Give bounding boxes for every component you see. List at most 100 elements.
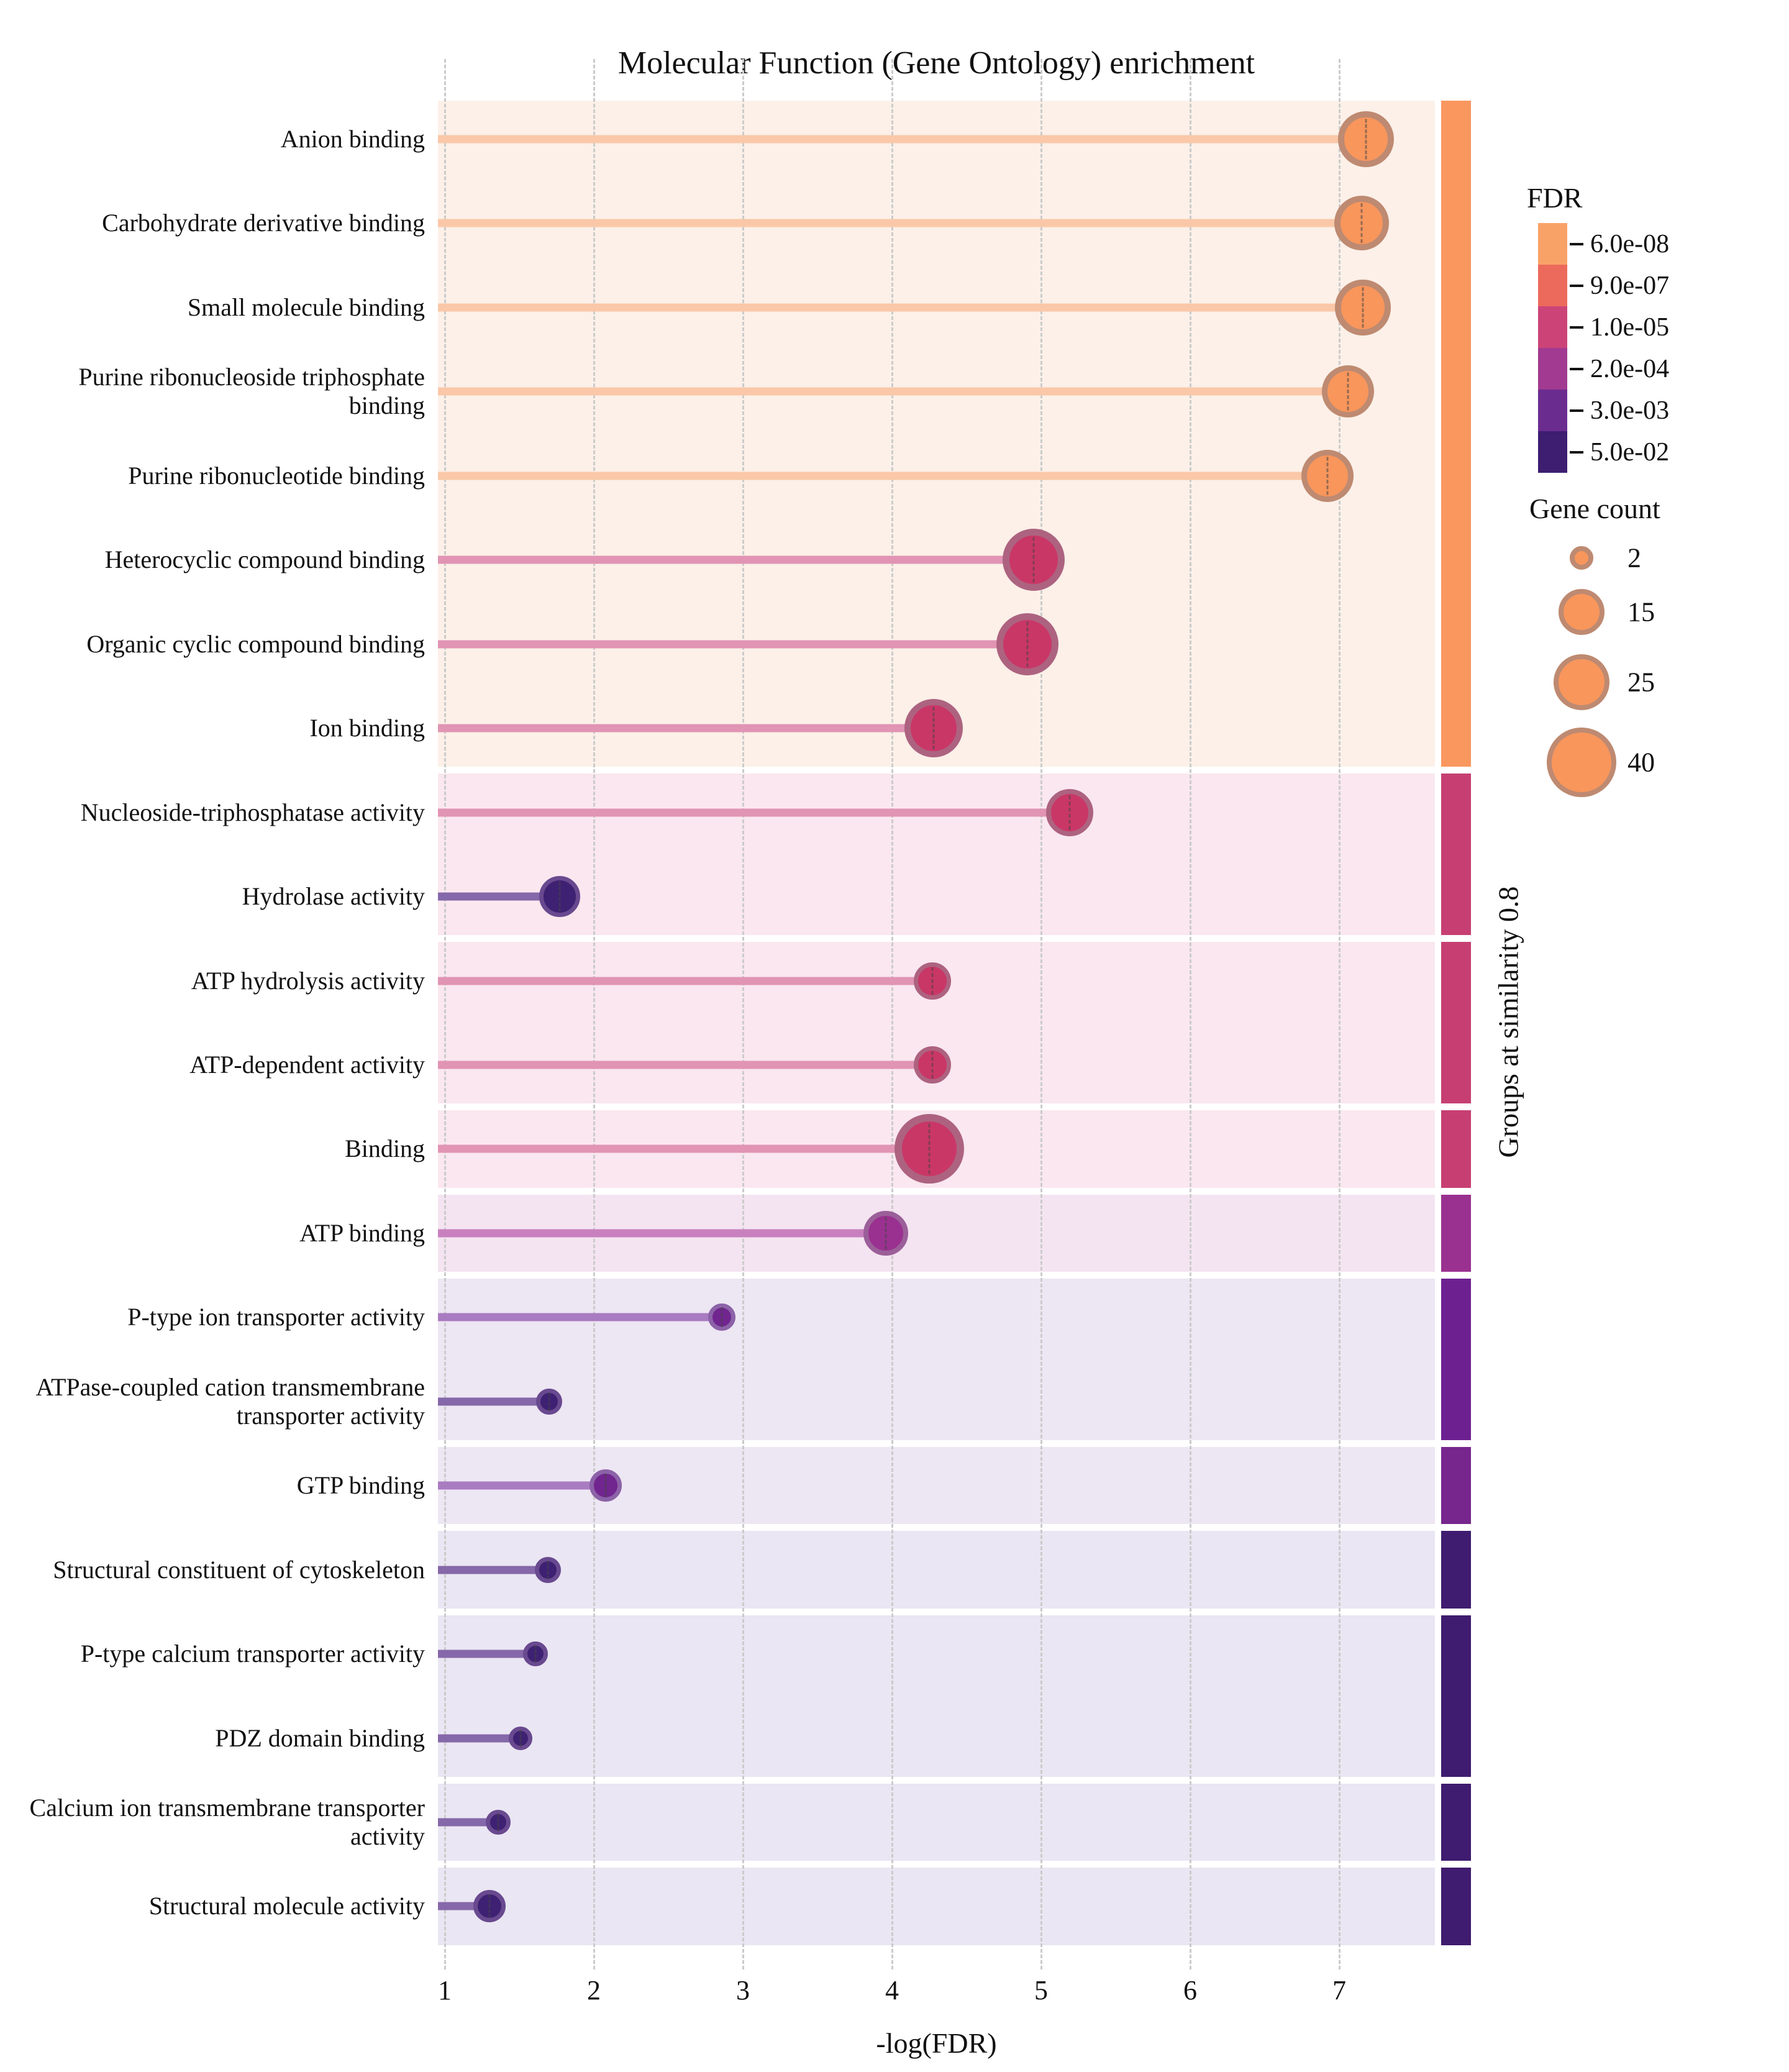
x-tick-label: 4 xyxy=(885,1975,899,2006)
lollipop-stem xyxy=(438,219,1362,227)
group-strip-segment xyxy=(1441,1110,1471,1188)
fdr-legend-swatch xyxy=(1538,306,1567,348)
lollipop-stem xyxy=(438,808,1070,817)
lollipop-stem xyxy=(438,1313,722,1321)
size-legend-circle xyxy=(1559,589,1605,635)
x-gridline xyxy=(444,59,446,1969)
go-term-row-label: ATPase-coupled cation transmembrane tran… xyxy=(35,1372,425,1430)
go-term-row-label: Small molecule binding xyxy=(187,293,425,321)
go-term-row-label: Calcium ion transmembrane transporter ac… xyxy=(29,1794,425,1850)
group-strip-segment xyxy=(1441,942,1471,1104)
x-axis-title: -log(FDR) xyxy=(876,2027,997,2059)
go-term-row-label: Heterocyclic compound binding xyxy=(104,545,425,574)
size-legend-circle xyxy=(1554,654,1609,710)
lollipop-stem xyxy=(438,135,1367,144)
lollipop-dot xyxy=(708,1303,736,1331)
lollipop-stem xyxy=(438,640,1028,649)
x-gridline xyxy=(1190,59,1191,1969)
lollipop-dot xyxy=(1322,365,1375,418)
size-legend-label: 25 xyxy=(1627,667,1655,698)
x-tick-label: 5 xyxy=(1034,1975,1048,2006)
lollipop-dot-centerline xyxy=(928,1123,931,1174)
lollipop-dot-centerline xyxy=(1360,203,1363,244)
lollipop-stem xyxy=(438,892,560,901)
go-term-row-label: P-type calcium transporter activity xyxy=(80,1640,425,1668)
group-strip-segment xyxy=(1441,1279,1471,1440)
x-tick-label: 2 xyxy=(587,1975,601,2006)
lollipop-dot-centerline xyxy=(932,707,935,750)
lollipop-dot-centerline xyxy=(1362,287,1364,328)
x-gridline xyxy=(1339,59,1341,1969)
x-gridline xyxy=(891,59,893,1969)
group-strip-segment xyxy=(1441,100,1471,767)
lollipop-dot xyxy=(1338,111,1395,167)
lollipop-dot xyxy=(904,699,963,758)
lollipop-dot-centerline xyxy=(721,1307,723,1328)
fdr-legend-tick xyxy=(1570,367,1583,370)
go-term-row-label: GTP binding xyxy=(296,1471,425,1500)
lollipop-stem xyxy=(438,1229,886,1238)
lollipop-dot xyxy=(1335,279,1391,335)
go-term-row-label: P-type ion transporter activity xyxy=(127,1303,425,1331)
lollipop-dot xyxy=(509,1726,533,1750)
group-band xyxy=(438,1531,1435,1609)
fdr-legend-label: 5.0e-02 xyxy=(1590,437,1670,467)
lollipop-stem xyxy=(438,1566,548,1574)
go-term-row-label: Nucleoside-triphosphatase activity xyxy=(80,798,425,826)
lollipop-stem xyxy=(438,555,1034,564)
go-term-row-label: Purine ribonucleotide binding xyxy=(128,461,425,490)
lollipop-stem xyxy=(438,303,1363,312)
fdr-legend-swatch xyxy=(1538,223,1567,265)
lollipop-dot-centerline xyxy=(931,1051,934,1079)
lollipop-dot xyxy=(894,1114,964,1184)
go-term-row-label: Structural molecule activity xyxy=(148,1892,425,1920)
group-band xyxy=(438,100,1435,767)
x-tick-label: 7 xyxy=(1332,1975,1346,2006)
fdr-legend-tick xyxy=(1570,326,1583,329)
fdr-legend-label: 1.0e-05 xyxy=(1590,313,1670,342)
lollipop-dot xyxy=(590,1469,622,1502)
lollipop-dot-centerline xyxy=(931,967,934,995)
lollipop-dot-centerline xyxy=(1326,457,1329,495)
lollipop-dot-centerline xyxy=(519,1729,522,1747)
go-term-row-label: Carbohydrate derivative binding xyxy=(102,209,425,237)
lollipop-stem xyxy=(438,1481,606,1490)
lollipop-dot xyxy=(1003,529,1065,591)
lollipop-dot-centerline xyxy=(547,1560,549,1579)
lollipop-dot-centerline xyxy=(534,1645,537,1663)
lollipop-stem xyxy=(438,977,932,985)
lollipop-dot-centerline xyxy=(488,1894,491,1919)
go-term-row-label: Ion binding xyxy=(309,714,425,742)
group-strip-segment xyxy=(1441,1868,1471,1945)
go-term-row-label: Hydrolase activity xyxy=(242,882,425,911)
lollipop-stem xyxy=(438,1397,549,1406)
x-gridline xyxy=(593,59,595,1969)
go-term-row-label: ATP hydrolysis activity xyxy=(191,966,425,995)
lollipop-dot xyxy=(1045,788,1093,836)
x-gridline xyxy=(742,59,744,1969)
lollipop-dot-centerline xyxy=(1032,537,1035,583)
lollipop-stem xyxy=(438,387,1349,396)
lollipop-dot xyxy=(1301,449,1354,502)
lollipop-stem xyxy=(438,1818,499,1827)
chart-title: Molecular Function (Gene Ontology) enric… xyxy=(617,45,1255,81)
lollipop-dot xyxy=(863,1210,909,1256)
fdr-legend-tick xyxy=(1570,284,1583,287)
fdr-legend-tick xyxy=(1570,242,1583,245)
fdr-legend-swatch xyxy=(1538,265,1567,306)
size-legend-label: 40 xyxy=(1627,747,1655,778)
lollipop-dot xyxy=(913,962,951,1000)
group-strip-segment xyxy=(1441,1615,1471,1777)
lollipop-dot xyxy=(473,1890,506,1923)
group-band xyxy=(438,1783,1435,1861)
lollipop-dot-centerline xyxy=(497,1813,499,1832)
fdr-legend-tick xyxy=(1570,409,1583,412)
lollipop-stem xyxy=(438,1061,932,1069)
group-band xyxy=(438,1279,1435,1440)
lollipop-dot xyxy=(534,1556,561,1583)
go-term-row-label: Anion binding xyxy=(280,125,425,153)
lollipop-dot xyxy=(1334,196,1389,251)
fdr-legend-label: 3.0e-03 xyxy=(1590,396,1670,425)
lollipop-dot xyxy=(523,1641,549,1667)
